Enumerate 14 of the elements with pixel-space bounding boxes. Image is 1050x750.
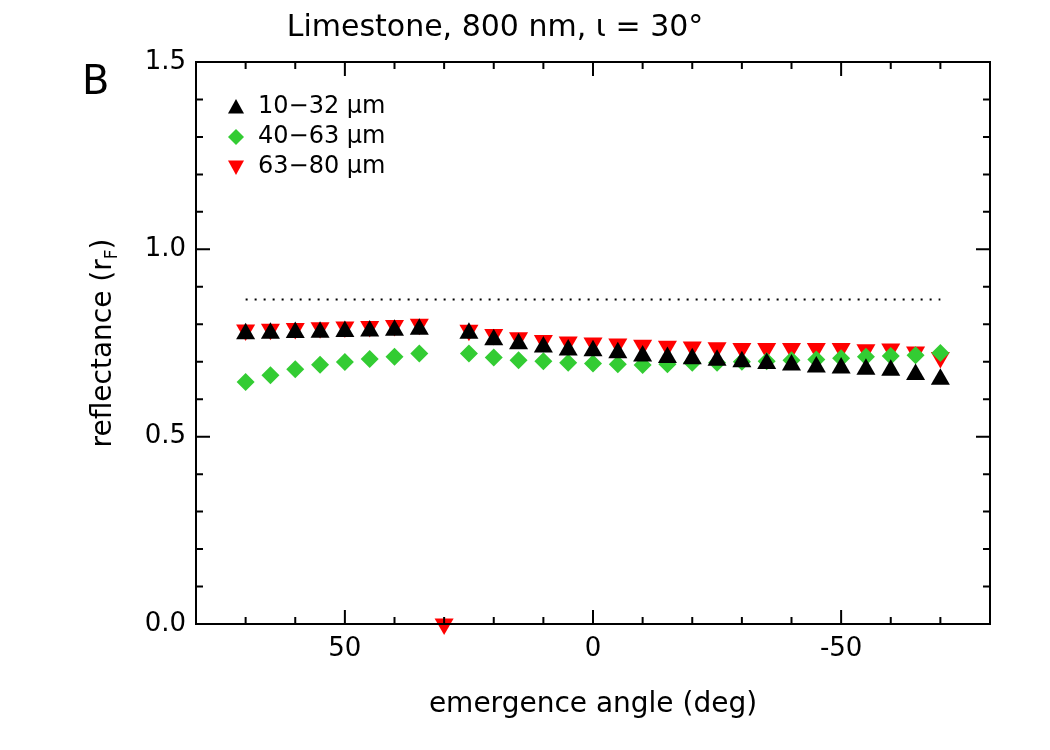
y-tick-label: 0.5	[144, 419, 186, 450]
x-axis-title: emergence angle (deg)	[428, 686, 758, 720]
chart-title: Limestone, 800 nm, ι = 30°	[286, 7, 704, 43]
y-tick-label: 0.0	[144, 606, 186, 637]
x-tick-label: 0	[584, 632, 602, 663]
legend-label: 63−80 μm	[258, 151, 386, 180]
x-tick-label: -50	[819, 632, 863, 663]
legend-label: 10−32 μm	[258, 91, 386, 120]
y-tick-label: 1.5	[144, 44, 186, 75]
x-tick-label: 50	[328, 632, 362, 663]
y-axis-title: reflectance (rF)	[85, 238, 121, 448]
y-tick-label: 1.0	[144, 232, 186, 263]
text: B	[82, 57, 110, 104]
legend-label: 40−63 μm	[258, 121, 386, 150]
